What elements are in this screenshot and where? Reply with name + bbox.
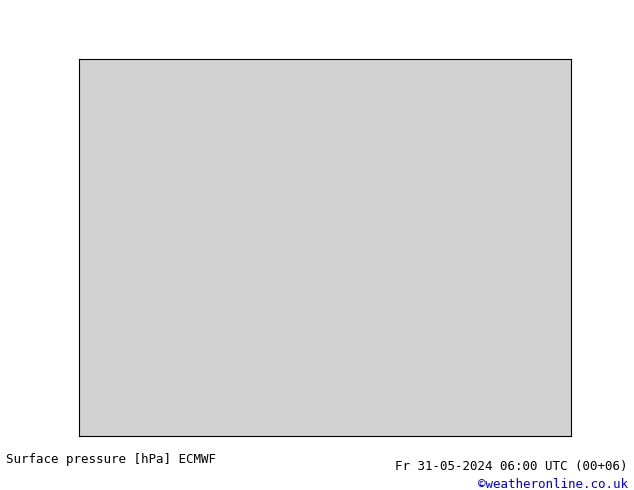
Text: ©weatheronline.co.uk: ©weatheronline.co.uk	[477, 478, 628, 490]
Text: Surface pressure [hPa] ECMWF: Surface pressure [hPa] ECMWF	[6, 453, 216, 466]
Text: Fr 31-05-2024 06:00 UTC (00+06): Fr 31-05-2024 06:00 UTC (00+06)	[395, 460, 628, 473]
